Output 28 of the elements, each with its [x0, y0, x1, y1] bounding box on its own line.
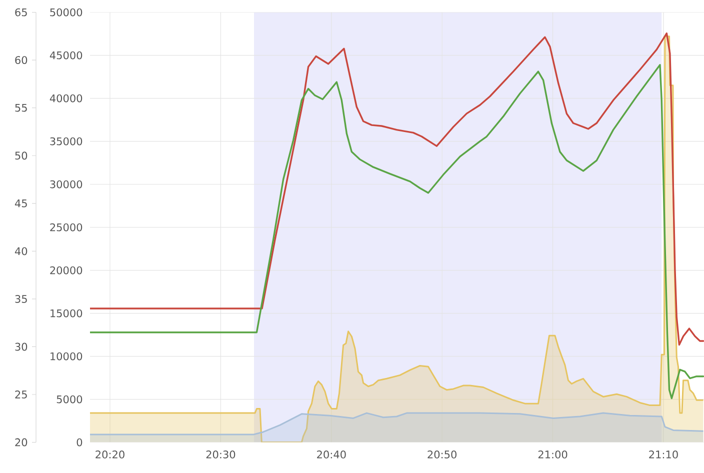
- y-tick-label: 25000: [50, 223, 82, 232]
- x-tick-label: 21:10: [649, 450, 678, 458]
- y2-tick-label: 45: [14, 200, 27, 208]
- y2-tick-label: 25: [15, 390, 27, 398]
- y2-tick-label: 40: [14, 247, 28, 256]
- y2-tick-label: 35: [15, 294, 27, 303]
- y-tick-label: 5000: [56, 395, 82, 404]
- y-tick-label: 10000: [50, 352, 82, 360]
- y-tick-label: 50000: [50, 8, 82, 16]
- y-tick-label: 20000: [50, 266, 82, 274]
- x-tick-label: 21:00: [538, 450, 568, 458]
- y-tick-label: 45000: [50, 51, 82, 60]
- y2-tick-label: 55: [15, 104, 27, 112]
- x-tick-label: 20:20: [96, 450, 124, 458]
- y2-tick-label: 60: [15, 56, 28, 64]
- x-tick-label: 20:40: [317, 450, 346, 458]
- y-tick-label: 40000: [50, 94, 82, 102]
- y-tick-label: 30000: [50, 180, 82, 188]
- y2-tick-label: 20: [15, 438, 28, 446]
- y2-tick-label: 65: [15, 8, 27, 16]
- y2-tick-label: 30: [15, 342, 28, 351]
- x-tick-label: 20:50: [428, 450, 456, 458]
- y-tick-label: 15000: [50, 309, 82, 318]
- y-tick-label: 35000: [50, 137, 82, 146]
- y-tick-label: 0: [76, 438, 82, 446]
- x-tick-label: 20:30: [206, 450, 236, 458]
- line-series: [90, 64, 704, 400]
- y2-tick-label: 50: [15, 152, 28, 160]
